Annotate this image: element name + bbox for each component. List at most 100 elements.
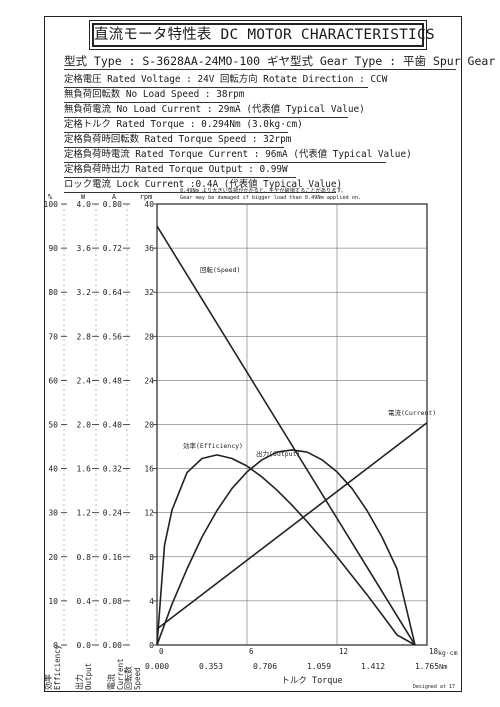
spec-underline	[64, 117, 348, 118]
spec-underline	[64, 132, 288, 133]
efficiency-series-label: 効率(Efficiency)	[183, 441, 243, 450]
current-tick-label: 0.16	[103, 553, 122, 562]
efficiency-axis-title-jp: 効率	[43, 674, 53, 690]
speed-tick-label: 32	[144, 288, 154, 297]
speed-unit-label: rpm	[140, 193, 153, 201]
current-tick-label: 0.32	[103, 465, 122, 474]
spec-type: 型式 Type : S-3628AA-24MO-100 ギヤ型式 Gear Ty…	[64, 54, 496, 68]
x-kgcm-unit: kg·cm	[438, 649, 458, 657]
spec-underline	[64, 69, 456, 70]
output-tick-label: 2.4	[77, 376, 92, 385]
spec-underline	[64, 102, 240, 103]
x-nm-unit: Nm	[439, 663, 447, 671]
output-tick-label: 0.8	[77, 553, 92, 562]
efficiency-tick-label: 50	[48, 421, 58, 430]
speed-tick-label: 16	[144, 465, 154, 474]
speed-tick-label: 40	[144, 200, 154, 209]
gear-warning-en: Gear may be damaged if bigger load than …	[180, 195, 361, 201]
speed-series-label: 回転(Speed)	[200, 266, 240, 274]
spec-underline	[64, 162, 386, 163]
spec-underline	[64, 87, 368, 88]
spec-no-load-speed: 無負荷回転数 No Load Speed : 38rpm	[64, 89, 245, 100]
speed-tick-label: 0	[149, 641, 154, 650]
output-axis-title: Output	[84, 663, 93, 690]
speed-tick-label: 8	[149, 553, 154, 562]
current-series-label: 電流(Current)	[388, 408, 436, 417]
current-tick-label: 0.40	[103, 421, 122, 430]
x-nm-tick-label: 1.059	[307, 662, 331, 671]
speed-tick-label: 12	[144, 509, 154, 518]
efficiency-tick-label: 30	[48, 509, 58, 518]
efficiency-tick-label: 80	[48, 288, 58, 297]
spec-no-load-current: 無負荷電流 No Load Current : 29mA (代表値 Typica…	[64, 104, 365, 115]
current-series-line	[156, 422, 428, 630]
x-nm-tick-label: 0.706	[253, 662, 277, 671]
sheet-frame	[44, 16, 462, 692]
x-kgcm-tick-label: 0	[159, 647, 164, 656]
current-tick-label: 0.48	[103, 376, 122, 385]
output-tick-label: 1.6	[77, 465, 92, 474]
x-kgcm-tick-label: 18	[429, 647, 439, 656]
output-tick-label: 2.0	[77, 421, 92, 430]
speed-axis-title-jp: 回転数	[123, 666, 133, 690]
current-tick-label: 0.56	[103, 332, 122, 341]
x-axis-title: トルク Torque	[281, 676, 342, 686]
spec-underline	[64, 147, 284, 148]
speed-tick-label: 36	[144, 244, 154, 253]
current-tick-label: 0.72	[103, 244, 122, 253]
spec-rated-torque-speed: 定格負荷時回転数 Rated Torque Speed : 32rpm	[64, 134, 292, 145]
x-nm-tick-label: 0.000	[145, 662, 169, 671]
output-tick-label: 4.0	[77, 200, 92, 209]
speed-axis-title: Speed	[133, 667, 142, 690]
output-axis-title-jp: 出力	[74, 674, 84, 690]
efficiency-axis-title: Efficiency	[53, 644, 62, 690]
efficiency-tick-label: 10	[48, 597, 58, 606]
spec-rated-torque-output: 定格負荷時出力 Rated Torque Output : 0.99W	[64, 164, 288, 175]
spec-rated-torque-current: 定格負荷時電流 Rated Torque Current : 96mA (代表値…	[64, 149, 412, 160]
gear-warning-jp: 0.49Nm より大きい負荷がかかると、ギヤが破損することがあります。	[180, 186, 346, 194]
efficiency-unit-label: %	[48, 193, 53, 201]
x-kgcm-tick-label: 12	[339, 647, 348, 656]
footer-note: Designed at 17	[413, 684, 455, 690]
current-tick-label: 0.08	[103, 597, 122, 606]
x-kgcm-tick-label: 6	[249, 647, 254, 656]
spec-lock-current: ロック電流 Lock Current :0.4A (代表値 Typical Va…	[64, 179, 343, 190]
efficiency-series-line	[156, 454, 416, 646]
output-unit-label: W	[81, 193, 86, 201]
current-tick-label: 0.00	[103, 641, 122, 650]
speed-tick-label: 4	[149, 597, 154, 606]
efficiency-tick-label: 40	[48, 465, 58, 474]
x-nm-tick-label: 0.353	[199, 662, 223, 671]
speed-tick-label: 20	[144, 421, 154, 430]
spec-rated-torque: 定格トルク Rated Torque : 0.294Nm (3.0kg·cm)	[64, 119, 303, 130]
efficiency-tick-label: 0	[53, 641, 58, 650]
efficiency-tick-label: 70	[48, 332, 58, 341]
spec-rated-voltage: 定格電圧 Rated Voltage : 24V 回転方向 Rotate Dir…	[64, 74, 388, 85]
speed-series-line	[156, 225, 416, 646]
output-tick-label: 2.8	[77, 332, 92, 341]
x-nm-tick-label: 1.412	[361, 662, 385, 671]
output-tick-label: 3.2	[77, 288, 92, 297]
current-tick-label: 0.80	[103, 200, 122, 209]
current-tick-label: 0.24	[103, 509, 122, 518]
output-tick-label: 3.6	[77, 244, 92, 253]
efficiency-tick-label: 60	[48, 376, 58, 385]
speed-tick-label: 24	[144, 376, 154, 385]
output-series-label: 出力(Output)	[256, 449, 300, 458]
speed-tick-label: 28	[144, 332, 154, 341]
efficiency-tick-label: 20	[48, 553, 58, 562]
sheet-title: 直流モータ特性表 DC MOTOR CHARACTERISTICS	[89, 20, 435, 50]
output-tick-label: 1.2	[77, 509, 92, 518]
current-axis-title-jp: 電流	[106, 674, 116, 690]
current-axis-title: Current	[116, 658, 125, 690]
current-tick-label: 0.64	[103, 288, 122, 297]
efficiency-tick-label: 90	[48, 244, 58, 253]
efficiency-tick-label: 100	[44, 200, 59, 209]
output-series-line	[156, 449, 416, 646]
spec-underline	[64, 192, 336, 193]
current-unit-label: A	[112, 193, 117, 201]
output-tick-label: 0.4	[77, 597, 92, 606]
spec-underline	[64, 177, 296, 178]
